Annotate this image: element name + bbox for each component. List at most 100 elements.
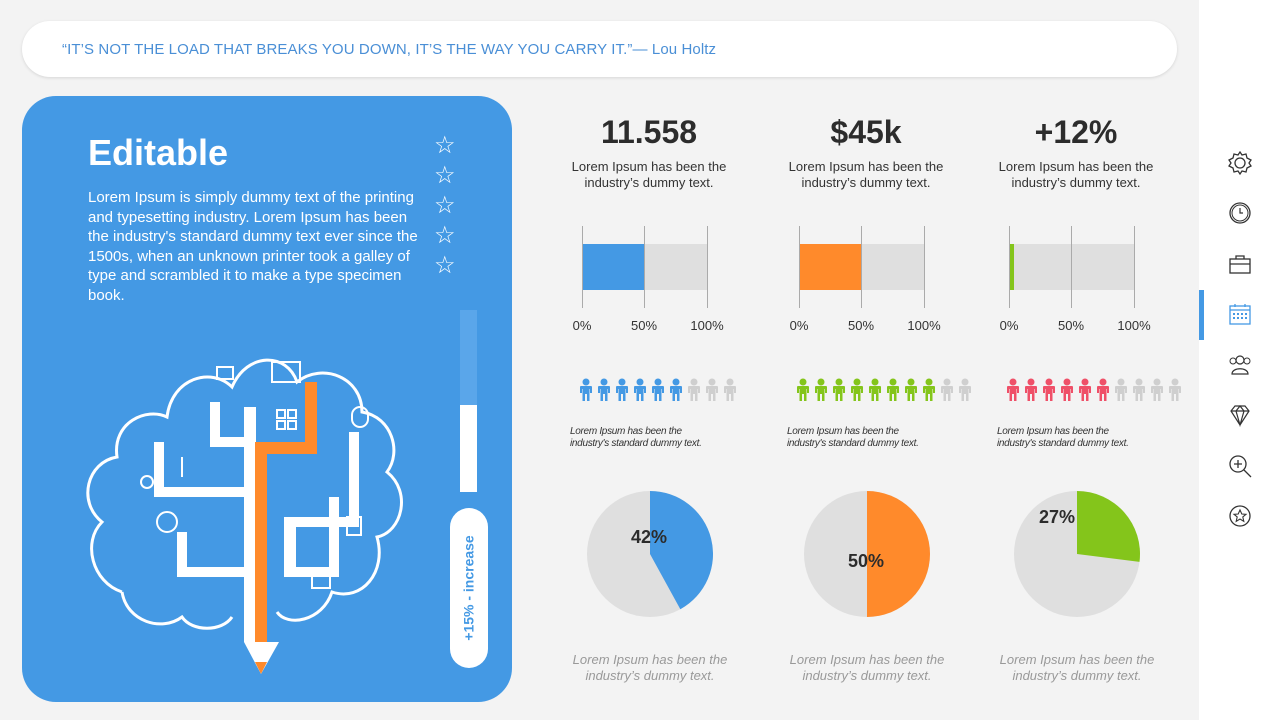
hero-card: Editable Lorem Ipsum is simply dummy tex…	[22, 96, 512, 702]
gridline	[1134, 226, 1135, 308]
axis-tick-label: 50%	[847, 318, 875, 333]
pie-label: 50%	[848, 551, 885, 571]
sidebar-item-calendar[interactable]	[1199, 292, 1280, 342]
stat-column: $45k Lorem Ipsum has been the industry’s …	[766, 114, 966, 191]
person-icon	[957, 378, 973, 407]
quote-text: “IT’S NOT THE LOAD THAT BREAKS YOU DOWN,…	[62, 40, 717, 58]
person-icon	[650, 378, 666, 407]
sidebar-item-zoom-in[interactable]	[1199, 443, 1280, 493]
vertical-progress-fill	[460, 404, 477, 492]
bar-fill	[799, 244, 862, 290]
star-icon[interactable]: ☆	[434, 222, 456, 249]
star-icon[interactable]: ☆	[434, 192, 456, 219]
pie-description: Lorem Ipsum has been the industry’s dummy…	[789, 652, 945, 683]
brain-tree-illustration	[86, 358, 403, 674]
gridline	[861, 226, 862, 308]
person-icon	[1041, 378, 1057, 407]
stat-description: Lorem Ipsum has been the industry’s dummy…	[788, 159, 944, 190]
person-icon	[867, 378, 883, 407]
person-icon	[813, 378, 829, 407]
people-pictogram	[1005, 378, 1183, 407]
axis-tick-label: 50%	[630, 318, 658, 333]
sidebar-item-clock[interactable]	[1199, 191, 1280, 241]
pie-chart	[1014, 491, 1140, 617]
people-pictogram	[795, 378, 973, 407]
person-icon	[614, 378, 630, 407]
star-rating[interactable]: ☆ ☆ ☆ ☆ ☆	[434, 134, 456, 278]
person-icon	[1167, 378, 1183, 407]
person-icon	[596, 378, 612, 407]
bar-fill	[582, 244, 645, 290]
sidebar-item-briefcase[interactable]	[1199, 241, 1280, 291]
person-icon	[686, 378, 702, 407]
stat-value: $45k	[830, 114, 902, 150]
person-icon	[632, 378, 648, 407]
vertical-progress-bar	[460, 310, 477, 492]
person-icon	[795, 378, 811, 407]
clock-icon	[1227, 200, 1253, 231]
star-icon[interactable]: ☆	[434, 132, 456, 159]
gridline	[644, 226, 645, 308]
people-description: Lorem Ipsum has been the industry's stand…	[997, 426, 1129, 449]
people-description: Lorem Ipsum has been the industry's stand…	[570, 426, 702, 449]
person-icon	[1095, 378, 1111, 407]
pie-label: 27%	[1039, 507, 1076, 527]
star-circle-icon	[1227, 503, 1253, 534]
calendar-icon	[1227, 301, 1253, 332]
gridline	[799, 226, 800, 308]
person-icon	[1005, 378, 1021, 407]
active-indicator	[1199, 289, 1204, 340]
axis-tick-label: 50%	[1057, 318, 1085, 333]
people-description: Lorem Ipsum has been the industry's stand…	[787, 426, 919, 449]
sidebar-item-diamond[interactable]	[1199, 393, 1280, 443]
quote-bar: “IT’S NOT THE LOAD THAT BREAKS YOU DOWN,…	[22, 21, 1177, 77]
person-icon	[1113, 378, 1129, 407]
gridline	[924, 226, 925, 308]
gear-icon	[1227, 150, 1253, 181]
progress-bar-chart: 0% 50% 100%	[790, 226, 949, 333]
progress-bar-chart: 0% 50% 100%	[1000, 226, 1159, 333]
increase-label: +15% - increase	[461, 535, 477, 641]
axis-tick-label: 0%	[999, 318, 1019, 333]
pie-description: Lorem Ipsum has been the industry’s dummy…	[572, 652, 728, 683]
person-icon	[831, 378, 847, 407]
axis-tick-label: 100%	[1117, 318, 1151, 333]
stat-column: 11.558 Lorem Ipsum has been the industry’…	[549, 114, 749, 191]
stat-value: 11.558	[600, 114, 698, 150]
briefcase-icon	[1227, 251, 1253, 282]
person-icon	[849, 378, 865, 407]
zoom-in-icon	[1227, 453, 1253, 484]
gridline	[1071, 226, 1072, 308]
stat-value: +12%	[1034, 114, 1118, 150]
stat-column: +12% Lorem Ipsum has been the industry’s …	[976, 114, 1176, 191]
gridline	[1009, 226, 1010, 308]
axis-tick-label: 100%	[907, 318, 941, 333]
person-icon	[921, 378, 937, 407]
users-icon	[1227, 352, 1253, 383]
person-icon	[1077, 378, 1093, 407]
axis-tick-label: 100%	[690, 318, 724, 333]
axis-tick-label: 0%	[789, 318, 809, 333]
hero-body: Lorem Ipsum is simply dummy text of the …	[88, 189, 418, 304]
person-icon	[668, 378, 684, 407]
progress-bar-chart: 0% 50% 100%	[573, 226, 732, 333]
pie-label: 42%	[631, 527, 668, 547]
person-icon	[722, 378, 738, 407]
person-icon	[1149, 378, 1165, 407]
person-icon	[704, 378, 720, 407]
person-icon	[578, 378, 594, 407]
star-icon[interactable]: ☆	[434, 162, 456, 189]
gridline	[582, 226, 583, 308]
people-pictogram	[578, 378, 738, 407]
right-sidebar	[1199, 0, 1280, 720]
increase-pill: +15% - increase	[450, 508, 488, 668]
sidebar-item-users[interactable]	[1199, 342, 1280, 392]
gridline	[707, 226, 708, 308]
sidebar-item-star-circle[interactable]	[1199, 494, 1280, 544]
person-icon	[885, 378, 901, 407]
person-icon	[1131, 378, 1147, 407]
star-icon[interactable]: ☆	[434, 252, 456, 279]
person-icon	[939, 378, 955, 407]
sidebar-item-gear[interactable]	[1199, 140, 1280, 190]
pie-chart	[587, 491, 714, 617]
